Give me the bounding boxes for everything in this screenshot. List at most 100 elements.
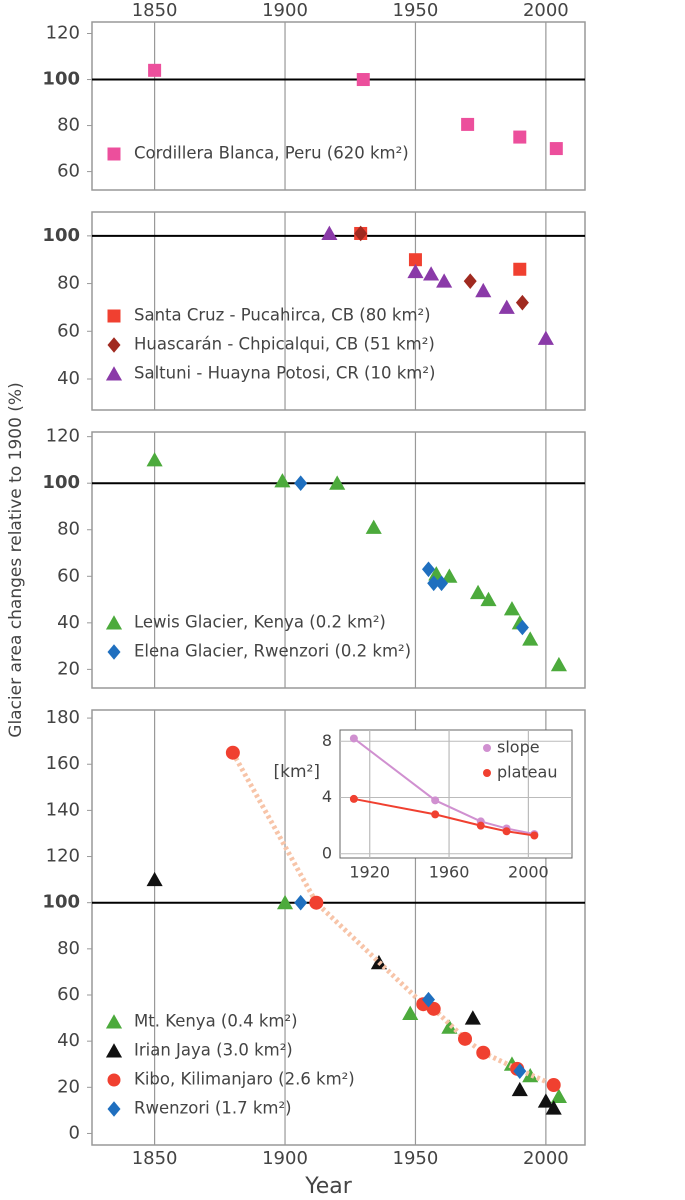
x-tick-label: 2000 <box>508 863 549 882</box>
y-tick-label: 40 <box>57 368 80 389</box>
data-point <box>441 568 458 583</box>
legend-label: Santa Cruz - Pucahirca, CB (80 km²) <box>134 306 431 325</box>
x-tick-label: 1950 <box>393 1148 439 1169</box>
data-point <box>476 821 485 830</box>
data-point <box>435 575 449 592</box>
legend-label: plateau <box>497 763 557 782</box>
data-point <box>309 895 324 910</box>
legend-marker <box>107 309 121 323</box>
x-tick-label: 1950 <box>393 0 439 21</box>
legend-marker <box>483 769 491 777</box>
data-point <box>545 1100 562 1115</box>
data-point <box>480 591 497 607</box>
y-axis-label: [km²] <box>274 762 320 782</box>
legend-marker <box>105 615 123 630</box>
data-point <box>408 253 422 267</box>
data-point <box>294 894 308 911</box>
x-tick-label: 1900 <box>262 1148 308 1169</box>
legend-marker <box>105 1014 123 1029</box>
legend-label: Rwenzori (1.7 km²) <box>134 1099 292 1118</box>
plot-area <box>91 21 586 191</box>
data-point <box>515 619 529 636</box>
legend-label: Huascarán - Chpicalqui, CB (51 km²) <box>134 335 435 354</box>
y-tick-label: 60 <box>57 565 80 586</box>
y-tick-label: 100 <box>42 225 80 246</box>
data-point <box>522 631 539 646</box>
data-point <box>370 954 387 970</box>
data-point <box>423 266 440 281</box>
data-point <box>513 1063 527 1079</box>
data-point <box>513 262 527 276</box>
legend-marker <box>105 1043 123 1058</box>
data-point <box>148 63 162 77</box>
data-point <box>522 1067 539 1083</box>
data-point <box>428 566 445 581</box>
y-tick-label: 20 <box>57 1076 80 1097</box>
legend-label: Mt. Kenya (0.4 km²) <box>134 1012 298 1031</box>
data-point <box>407 263 424 279</box>
legend-label: Cordillera Blanca, Peru (620 km²) <box>134 144 409 163</box>
x-tick-label: 1920 <box>349 863 390 882</box>
data-point <box>537 330 554 345</box>
y-tick-label: 120 <box>46 23 80 44</box>
y-tick-label: 60 <box>57 320 80 341</box>
data-point <box>463 273 477 289</box>
data-point <box>349 794 358 803</box>
data-point <box>461 117 475 131</box>
data-point <box>329 475 346 490</box>
data-point <box>537 1093 554 1108</box>
data-point <box>458 1031 473 1046</box>
y-tick-label: 180 <box>46 707 80 728</box>
data-point <box>421 991 435 1008</box>
y-tick-label: 100 <box>42 892 80 913</box>
data-point <box>421 561 435 578</box>
data-point <box>546 1078 561 1092</box>
data-point <box>354 225 368 242</box>
y-tick-label: 80 <box>57 115 80 136</box>
y-tick-label: 100 <box>42 69 80 90</box>
data-point <box>349 734 358 743</box>
legend-marker <box>107 1073 121 1087</box>
data-point <box>550 656 567 672</box>
x-axis-label: Year <box>304 1174 353 1199</box>
y-tick-label: 40 <box>57 612 80 633</box>
x-tick-label: 1850 <box>132 0 178 21</box>
legend-label: Lewis Glacier, Kenya (0.2 km²) <box>134 613 386 632</box>
plot-area <box>91 431 586 689</box>
y-tick-label: 0 <box>69 1122 80 1143</box>
data-point <box>550 1088 567 1104</box>
x-tick-label: 2000 <box>523 1148 569 1169</box>
data-point <box>365 519 382 534</box>
y-tick-label: 100 <box>42 472 80 493</box>
data-point <box>511 1081 528 1097</box>
y-tick-label: 80 <box>57 273 80 294</box>
legend-marker <box>107 147 121 161</box>
legend-marker <box>105 366 123 381</box>
legend-marker <box>107 644 121 660</box>
data-point <box>515 294 529 311</box>
data-point <box>356 73 370 87</box>
legend-marker <box>107 1101 121 1117</box>
x-tick-label: 1900 <box>262 0 308 21</box>
y-tick-label: 20 <box>57 658 80 679</box>
y-tick-label: 120 <box>46 846 80 867</box>
y-axis-label: Glacier area changes relative to 1900 (%… <box>6 382 26 737</box>
data-point <box>513 130 527 144</box>
data-point <box>530 831 539 840</box>
data-point <box>146 871 163 887</box>
y-tick-label: 140 <box>46 799 80 820</box>
y-tick-label: 4 <box>322 787 332 806</box>
data-point <box>431 796 440 805</box>
y-tick-label: 80 <box>57 938 80 959</box>
y-tick-label: 60 <box>57 984 80 1005</box>
data-point <box>503 601 521 616</box>
data-point <box>276 894 294 910</box>
legend-label: Elena Glacier, Rwenzori (0.2 km²) <box>134 642 411 661</box>
data-point <box>475 282 492 298</box>
data-point <box>498 299 515 314</box>
data-point <box>402 1005 419 1020</box>
y-tick-label: 60 <box>57 161 80 182</box>
data-point <box>431 810 440 819</box>
data-point <box>436 273 453 288</box>
